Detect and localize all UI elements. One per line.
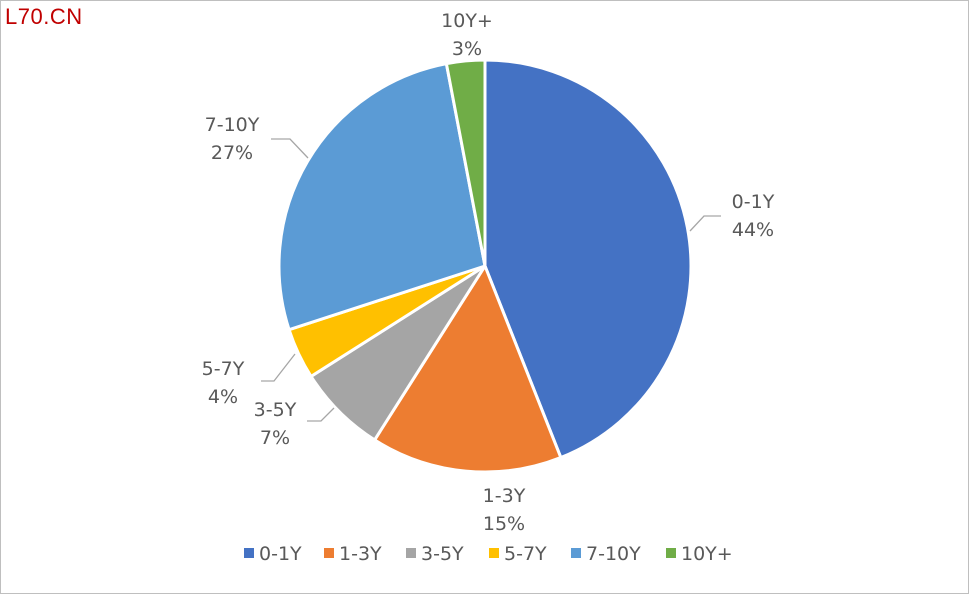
leader-line-5-7y: [261, 353, 296, 382]
legend-label-3-5y: 3-5Y: [421, 543, 464, 565]
slice-category-label-1-3y: 1-3Y: [483, 485, 526, 507]
legend-swatch-0-1y: [244, 548, 254, 558]
legend-swatch-7-10y: [571, 548, 581, 558]
leader-line-0-1y: [689, 215, 721, 232]
pie-slice-0-1y: [483, 58, 693, 460]
pie-slice-10yplus: [444, 58, 487, 267]
slice-category-label-5-7y: 5-7Y: [202, 358, 245, 380]
leader-line-3-5y: [307, 407, 335, 422]
legend-label-10yplus: 10Y+: [681, 543, 733, 565]
legend-swatch-1-3y: [324, 548, 334, 558]
slice-value-label-5-7y: 4%: [208, 386, 238, 408]
legend-label-1-3y: 1-3Y: [339, 543, 382, 565]
legend-swatch-10yplus: [666, 548, 676, 558]
slice-value-label-3-5y: 7%: [260, 427, 290, 449]
pie-slice-1-3y: [372, 262, 563, 474]
legend-label-5-7y: 5-7Y: [504, 543, 547, 565]
slice-value-label-7-10y: 27%: [211, 142, 253, 164]
slice-value-label-1-3y: 15%: [483, 513, 525, 535]
slice-category-label-10yplus: 10Y+: [441, 10, 493, 32]
slice-value-label-0-1y: 44%: [732, 219, 774, 241]
leader-line-7-10y: [271, 138, 309, 159]
slice-value-label-10yplus: 3%: [452, 38, 482, 60]
legend-label-7-10y: 7-10Y: [586, 543, 641, 565]
slice-category-label-7-10y: 7-10Y: [205, 114, 260, 136]
pie-slice-7-10y: [277, 61, 487, 332]
slice-category-label-0-1y: 0-1Y: [732, 191, 775, 213]
legend-swatch-5-7y: [489, 548, 499, 558]
watermark-logo: L70.CN: [5, 4, 83, 29]
legend-label-0-1y: 0-1Y: [259, 543, 302, 565]
slice-category-label-3-5y: 3-5Y: [254, 399, 297, 421]
legend-swatch-3-5y: [406, 548, 416, 558]
